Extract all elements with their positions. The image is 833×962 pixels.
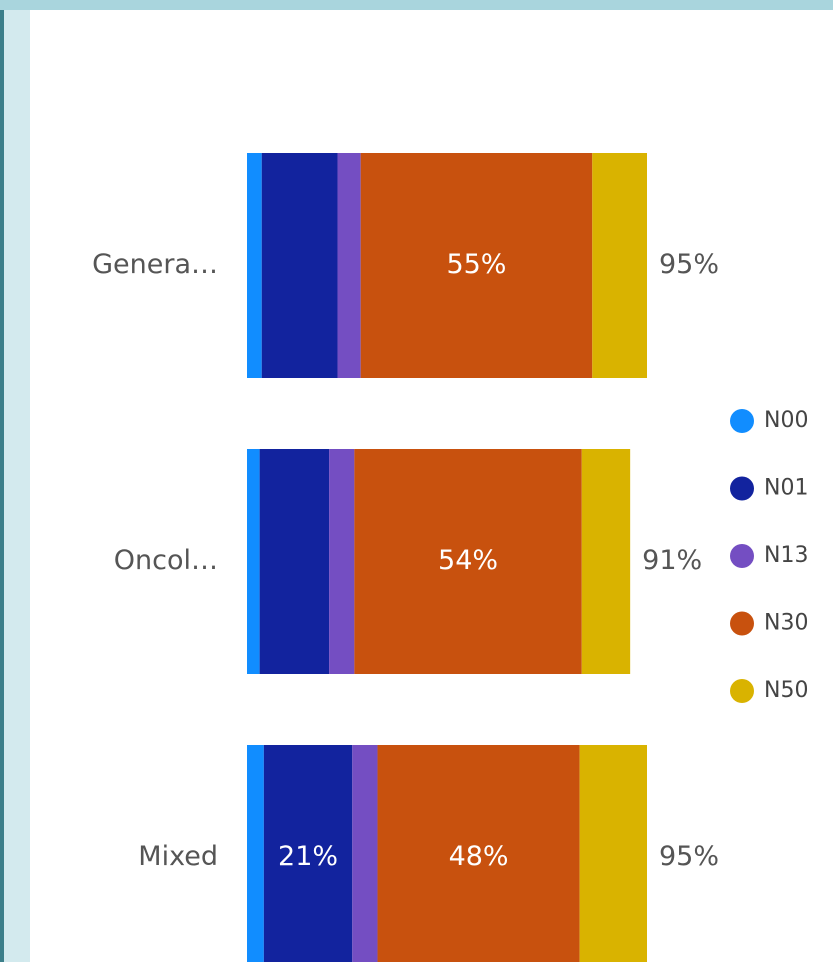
total-label: 95% bbox=[659, 249, 719, 280]
data-label: 21% bbox=[278, 841, 338, 872]
bar-segment bbox=[247, 745, 264, 962]
bar-segment bbox=[329, 449, 355, 674]
legend-marker bbox=[730, 409, 754, 433]
bar-segment bbox=[247, 153, 262, 378]
bar-segment bbox=[581, 449, 631, 674]
data-label: 55% bbox=[446, 249, 506, 280]
bar-segment bbox=[354, 449, 582, 674]
left-strip bbox=[0, 0, 30, 962]
bar-segment bbox=[247, 449, 260, 674]
total-label: 95% bbox=[659, 841, 719, 872]
total-label: 91% bbox=[642, 545, 702, 576]
legend-label: N30 bbox=[764, 611, 808, 636]
bar-segment bbox=[377, 745, 580, 962]
bar-segment bbox=[579, 745, 647, 962]
bar-segment bbox=[352, 745, 378, 962]
bar-segment bbox=[261, 153, 338, 378]
bar-segment bbox=[592, 153, 647, 378]
legend-marker bbox=[730, 611, 754, 636]
legend-label: N01 bbox=[764, 476, 808, 501]
top-strip bbox=[0, 0, 833, 10]
left-border bbox=[0, 0, 4, 962]
data-label: 54% bbox=[438, 545, 498, 576]
legend-label: N50 bbox=[764, 678, 808, 703]
bar-segment bbox=[259, 449, 330, 674]
category-label: Mixed bbox=[138, 841, 218, 872]
legend-marker bbox=[730, 544, 754, 568]
legend-marker bbox=[730, 679, 754, 703]
data-label: 48% bbox=[449, 841, 509, 872]
bar-segment bbox=[263, 745, 353, 962]
bar-segment bbox=[337, 153, 361, 378]
category-label: Oncol… bbox=[114, 545, 218, 576]
legend-label: N13 bbox=[764, 543, 808, 568]
legend-marker bbox=[730, 476, 754, 501]
legend-label: N00 bbox=[764, 408, 808, 433]
category-label: Genera… bbox=[92, 249, 218, 280]
bar-segment bbox=[360, 153, 593, 378]
